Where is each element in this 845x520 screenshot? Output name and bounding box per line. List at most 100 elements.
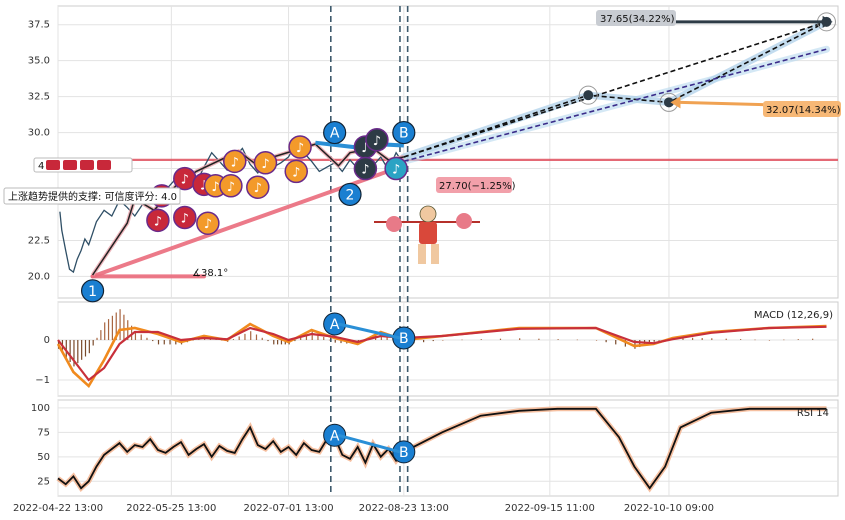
macd-hist-bar: [175, 340, 177, 345]
note-icon: ♪: [292, 165, 300, 180]
macd-hist-bar: [134, 331, 137, 340]
marker-A: A: [323, 120, 347, 145]
target-low-box: [763, 101, 841, 117]
support-note-text: 上涨趋势提供的支撑: 可信度评分: 4.0: [8, 190, 177, 203]
angle-label: ∡38.1°: [192, 268, 228, 279]
score-icon: [97, 160, 111, 170]
macd-hist-bar: [328, 339, 331, 341]
score-icon: [46, 160, 60, 170]
macd-ytick-label: −1: [35, 375, 50, 386]
figure-body: [419, 222, 437, 244]
note-marker-circle: [365, 128, 389, 152]
marker-label: A: [330, 126, 340, 142]
marker-label: B: [399, 126, 409, 142]
macd-hist-bar: [65, 340, 67, 358]
macd-line: [56, 322, 827, 389]
note-marker: ♪: [384, 156, 408, 181]
note-icon: ♪: [154, 214, 162, 229]
weightlifter-figure: [374, 205, 480, 264]
price-line: [59, 141, 403, 274]
note-icon: ♪: [373, 134, 381, 149]
rsi-ytick-label: 25: [37, 476, 50, 487]
rsi-marker-circle: [323, 423, 347, 447]
plate-right: [456, 213, 472, 229]
macd-marker-circle: [392, 326, 416, 350]
marker-circle: [338, 182, 362, 207]
macd-hist-bar: [725, 338, 727, 340]
macd-hist-bar: [768, 340, 771, 341]
plate-left: [386, 216, 402, 232]
macd-hist-bar: [152, 340, 154, 342]
macd-hist-bar: [81, 340, 83, 360]
macd-hist-bar: [740, 339, 742, 340]
marker-circle: [392, 120, 416, 145]
macd-label: MACD (12,26,9): [754, 310, 833, 321]
note-marker: ♪: [196, 211, 220, 235]
macd-hist-bar: [146, 337, 148, 340]
macd-hist-bar: [691, 337, 694, 340]
macd-hist-bar: [754, 339, 756, 341]
macd-hist-bar: [701, 338, 703, 340]
note-icon: ♪: [181, 211, 189, 226]
note-icon: ♪: [227, 180, 235, 195]
macd-hist-bar: [595, 340, 598, 341]
macd-hist-bar: [711, 338, 713, 340]
note-icon: ♪: [361, 141, 369, 156]
note-icon: ♪: [392, 163, 400, 178]
macd-hist-bar: [499, 338, 502, 340]
macd-hist-bar: [77, 340, 79, 364]
rsi-line: [57, 407, 827, 490]
macd-hist-bar: [123, 314, 125, 340]
macd-hist-bar: [280, 340, 283, 345]
x-tick-label: 2022-04-22 13:00: [13, 503, 103, 514]
target-high-arrowhead: [822, 15, 833, 28]
note-marker-circle: [353, 156, 378, 181]
rsi-label: RSI 14: [797, 408, 829, 419]
note-marker: ♪: [288, 135, 312, 159]
macd-hist-bar: [305, 334, 308, 340]
macd-hist-bar: [576, 339, 578, 341]
marker-1: 1: [80, 279, 105, 303]
macd-hist-bar: [605, 340, 607, 343]
macd-hist-bar: [340, 340, 342, 344]
current-price-label: 27.70(−1.25%): [439, 181, 516, 192]
macd-hist-bar: [250, 331, 252, 340]
price-ytick-label: 30.0: [28, 128, 50, 139]
macd-hist-bar: [115, 312, 117, 340]
score-icon: [63, 160, 77, 170]
macd-hist-bar: [783, 339, 785, 341]
macd-marker-label: B: [399, 331, 409, 347]
note-icon: ♪: [361, 163, 369, 178]
note-marker-circle: [246, 175, 270, 199]
note-icon: ♪: [211, 180, 219, 195]
note-marker: ♪: [246, 175, 270, 199]
macd-hist-bar: [812, 338, 814, 340]
macd-hist-bar: [648, 340, 650, 344]
macd-hist-bar: [157, 340, 160, 345]
note-marker-circle: [222, 149, 247, 174]
macd-hist-bar: [624, 340, 626, 347]
target-low-arrowhead: [670, 96, 681, 109]
macd-hist-bar: [653, 340, 655, 342]
score-label: 4: [38, 161, 44, 172]
x-tick-label: 2022-09-15 11:00: [505, 503, 595, 514]
marker-2: 2: [338, 182, 362, 207]
note-marker-circle: [284, 159, 308, 184]
target-high-box: [596, 10, 676, 26]
target-point: [663, 97, 674, 108]
macd-hist-bar: [111, 315, 113, 340]
macd-hist-bar: [423, 340, 425, 343]
price-ytick-label: 20.0: [28, 271, 50, 282]
macd-hist-bar: [277, 340, 279, 345]
macd-hist-bar: [538, 338, 540, 340]
target-point: [583, 90, 594, 101]
note-marker: ♪: [253, 151, 278, 175]
macd-hist-bar: [317, 334, 319, 340]
macd-hist-bar: [261, 337, 263, 340]
macd-hist-bar: [104, 322, 106, 340]
rsi-marker-label: A: [330, 428, 340, 444]
macd-hist-bar: [267, 340, 269, 342]
note-icon: ♪: [261, 157, 269, 172]
price-ytick-label: 37.5: [28, 20, 50, 31]
